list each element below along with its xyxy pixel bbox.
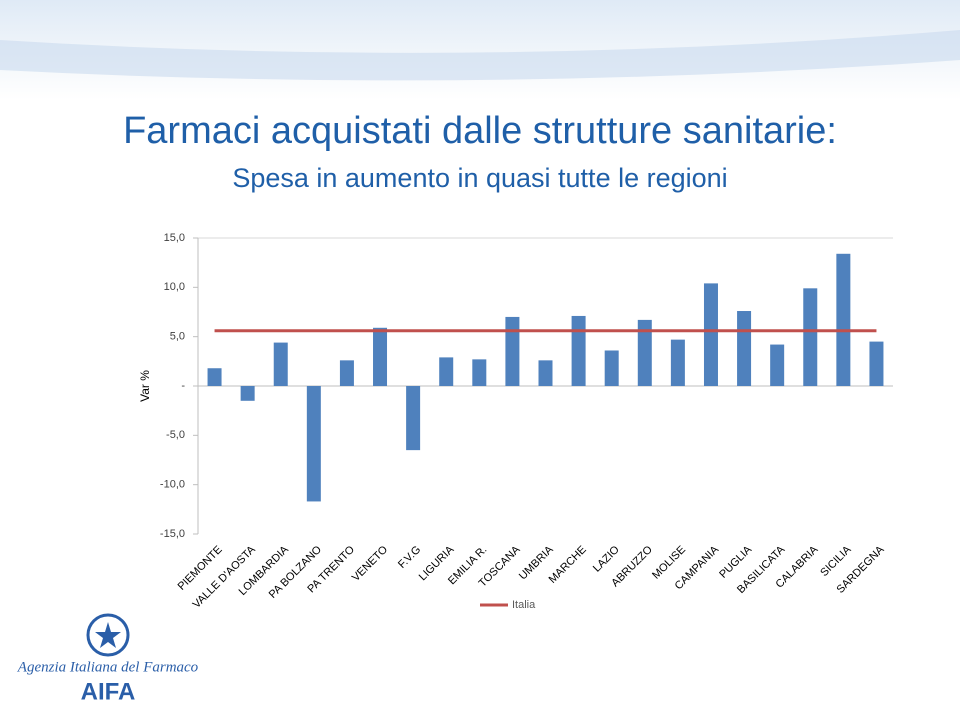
agency-logo: AIFA [81,678,136,705]
bar [240,386,255,401]
y-axis-label: Var % [138,370,152,402]
x-tick-label: LAZIO [591,543,622,574]
emblem [86,613,130,657]
bar [737,311,752,386]
bar [770,344,785,386]
bar [538,360,553,386]
x-tick-label: F.V.G [396,544,423,571]
bar [637,319,652,386]
header-wave [0,30,960,81]
y-tick-label: -15,0 [160,528,185,540]
legend-label: Italia [512,599,536,611]
bar [604,350,619,386]
y-tick-label: -5,0 [166,429,185,441]
bar [406,386,421,451]
y-tick-label: 15,0 [164,232,185,244]
subtitle: Spesa in aumento in quasi tutte le regio… [232,163,727,193]
bar [869,341,884,386]
bar [207,368,222,386]
y-tick-label: 10,0 [164,281,185,293]
bar [836,253,851,386]
bar [472,359,487,386]
bar [306,386,321,502]
bar [339,360,354,386]
agency-name: Agenzia Italiana del Farmaco [17,659,199,675]
y-tick-label: -10,0 [160,479,185,491]
emblem-star [95,622,121,648]
bar [505,316,520,386]
bar [571,315,586,386]
x-tick-label: VENETO [350,543,391,584]
bar [803,288,818,386]
logo: Agenzia Italiana del Farmaco AIFA [17,613,199,705]
bar [439,357,454,386]
bar [373,327,388,386]
bar [703,283,718,386]
bar [273,342,288,386]
title: Farmaci acquistati dalle strutture sanit… [123,110,837,152]
bar [670,339,685,386]
y-tick-label: 5,0 [170,331,185,343]
y-tick-label: - [181,380,185,392]
